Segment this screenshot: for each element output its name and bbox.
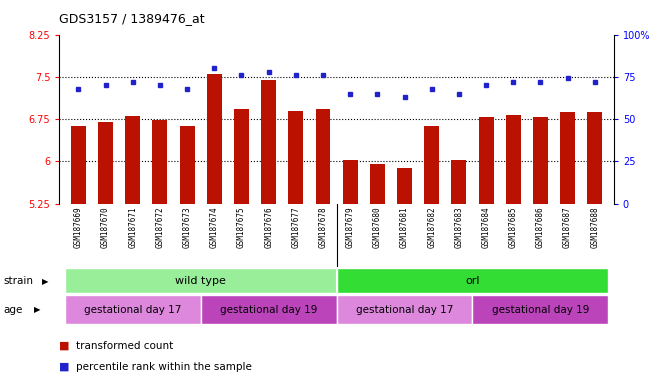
Bar [125,116,141,384]
Bar [71,126,86,384]
Text: GSM187673: GSM187673 [183,207,191,248]
Bar [424,126,439,384]
Bar [473,295,609,324]
Bar [337,295,473,324]
Text: percentile rank within the sample: percentile rank within the sample [76,362,251,372]
Bar [152,120,168,384]
Text: GSM187677: GSM187677 [291,207,300,248]
Bar [234,109,249,384]
Bar [451,160,467,384]
Text: gestational day 17: gestational day 17 [356,305,453,314]
Text: orl: orl [465,276,480,286]
Text: GSM187681: GSM187681 [400,207,409,248]
Bar [533,118,548,384]
Text: wild type: wild type [176,276,226,286]
Bar [587,112,603,384]
Bar [397,168,412,384]
Text: GSM187669: GSM187669 [74,207,83,248]
Text: GSM187685: GSM187685 [509,207,517,248]
Text: GSM187679: GSM187679 [346,207,354,248]
Text: GSM187688: GSM187688 [590,207,599,248]
Bar [288,111,304,384]
Bar [65,295,201,324]
Text: ■: ■ [59,341,70,351]
Text: GSM187676: GSM187676 [264,207,273,248]
Text: gestational day 17: gestational day 17 [84,305,182,314]
Bar [343,160,358,384]
Bar [315,109,331,384]
Text: GSM187675: GSM187675 [237,207,246,248]
Text: age: age [3,305,22,315]
Text: gestational day 19: gestational day 19 [220,305,317,314]
Bar [261,79,276,384]
Text: strain: strain [3,276,33,286]
Bar [201,295,337,324]
Bar [370,164,385,384]
Text: GSM187686: GSM187686 [536,207,545,248]
Bar [207,74,222,384]
Bar [506,114,521,384]
Bar [478,118,494,384]
Text: GSM187684: GSM187684 [482,207,490,248]
Text: GSM187672: GSM187672 [156,207,164,248]
Text: GSM187683: GSM187683 [454,207,463,248]
Text: GSM187671: GSM187671 [128,207,137,248]
Text: GSM187674: GSM187674 [210,207,219,248]
Text: GSM187680: GSM187680 [373,207,382,248]
Text: ▶: ▶ [42,276,48,286]
Text: ■: ■ [59,362,70,372]
Bar [65,268,337,293]
Text: GSM187678: GSM187678 [319,207,327,248]
Bar [560,112,575,384]
Text: GSM187682: GSM187682 [427,207,436,248]
Text: GSM187687: GSM187687 [563,207,572,248]
Text: GSM187670: GSM187670 [101,207,110,248]
Text: ▶: ▶ [34,305,41,314]
Text: GDS3157 / 1389476_at: GDS3157 / 1389476_at [59,12,205,25]
Text: gestational day 19: gestational day 19 [492,305,589,314]
Text: transformed count: transformed count [76,341,173,351]
Bar [180,126,195,384]
Bar [337,268,609,293]
Bar [98,122,113,384]
